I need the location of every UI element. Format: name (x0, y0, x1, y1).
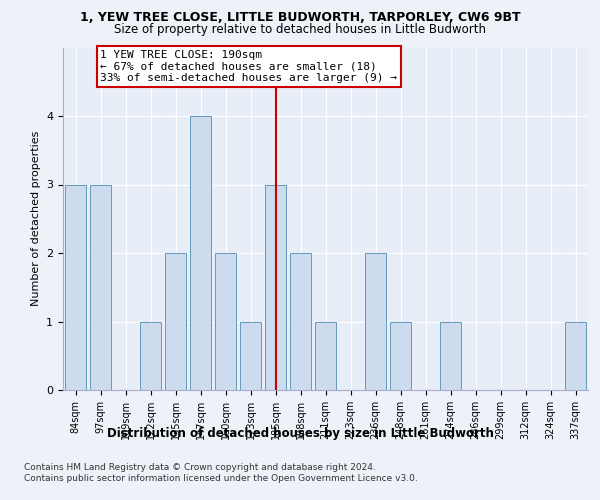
Text: Contains HM Land Registry data © Crown copyright and database right 2024.: Contains HM Land Registry data © Crown c… (24, 462, 376, 471)
Text: Size of property relative to detached houses in Little Budworth: Size of property relative to detached ho… (114, 22, 486, 36)
Text: 1 YEW TREE CLOSE: 190sqm
← 67% of detached houses are smaller (18)
33% of semi-d: 1 YEW TREE CLOSE: 190sqm ← 67% of detach… (101, 50, 398, 83)
Bar (290, 253, 311, 390)
Text: Distribution of detached houses by size in Little Budworth: Distribution of detached houses by size … (107, 428, 493, 440)
Bar (190, 116, 211, 390)
Bar (215, 253, 236, 390)
Bar (140, 322, 161, 390)
Bar (390, 322, 411, 390)
Text: Contains public sector information licensed under the Open Government Licence v3: Contains public sector information licen… (24, 474, 418, 483)
Bar (365, 253, 386, 390)
Bar (315, 322, 336, 390)
Bar (165, 253, 186, 390)
Bar (565, 322, 586, 390)
Bar (440, 322, 461, 390)
Bar (65, 184, 86, 390)
Bar (90, 184, 111, 390)
Text: 1, YEW TREE CLOSE, LITTLE BUDWORTH, TARPORLEY, CW6 9BT: 1, YEW TREE CLOSE, LITTLE BUDWORTH, TARP… (80, 11, 520, 24)
Bar (265, 184, 286, 390)
Bar (240, 322, 261, 390)
Y-axis label: Number of detached properties: Number of detached properties (31, 131, 41, 306)
